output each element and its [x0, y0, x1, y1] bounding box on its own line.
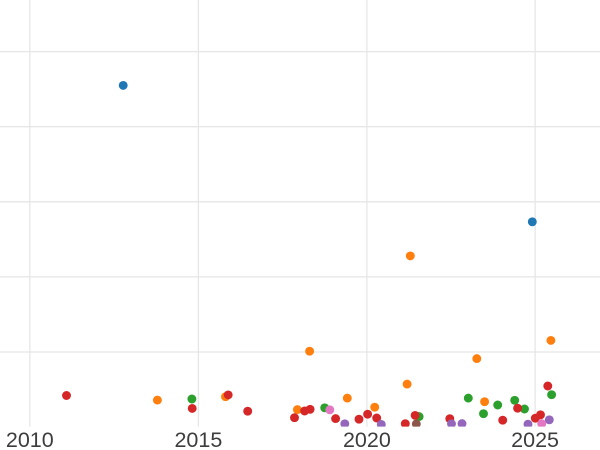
- svg-text:2015: 2015: [174, 428, 222, 450]
- svg-text:2020: 2020: [343, 428, 391, 450]
- svg-text:2010: 2010: [6, 428, 54, 450]
- svg-text:2025: 2025: [511, 428, 559, 450]
